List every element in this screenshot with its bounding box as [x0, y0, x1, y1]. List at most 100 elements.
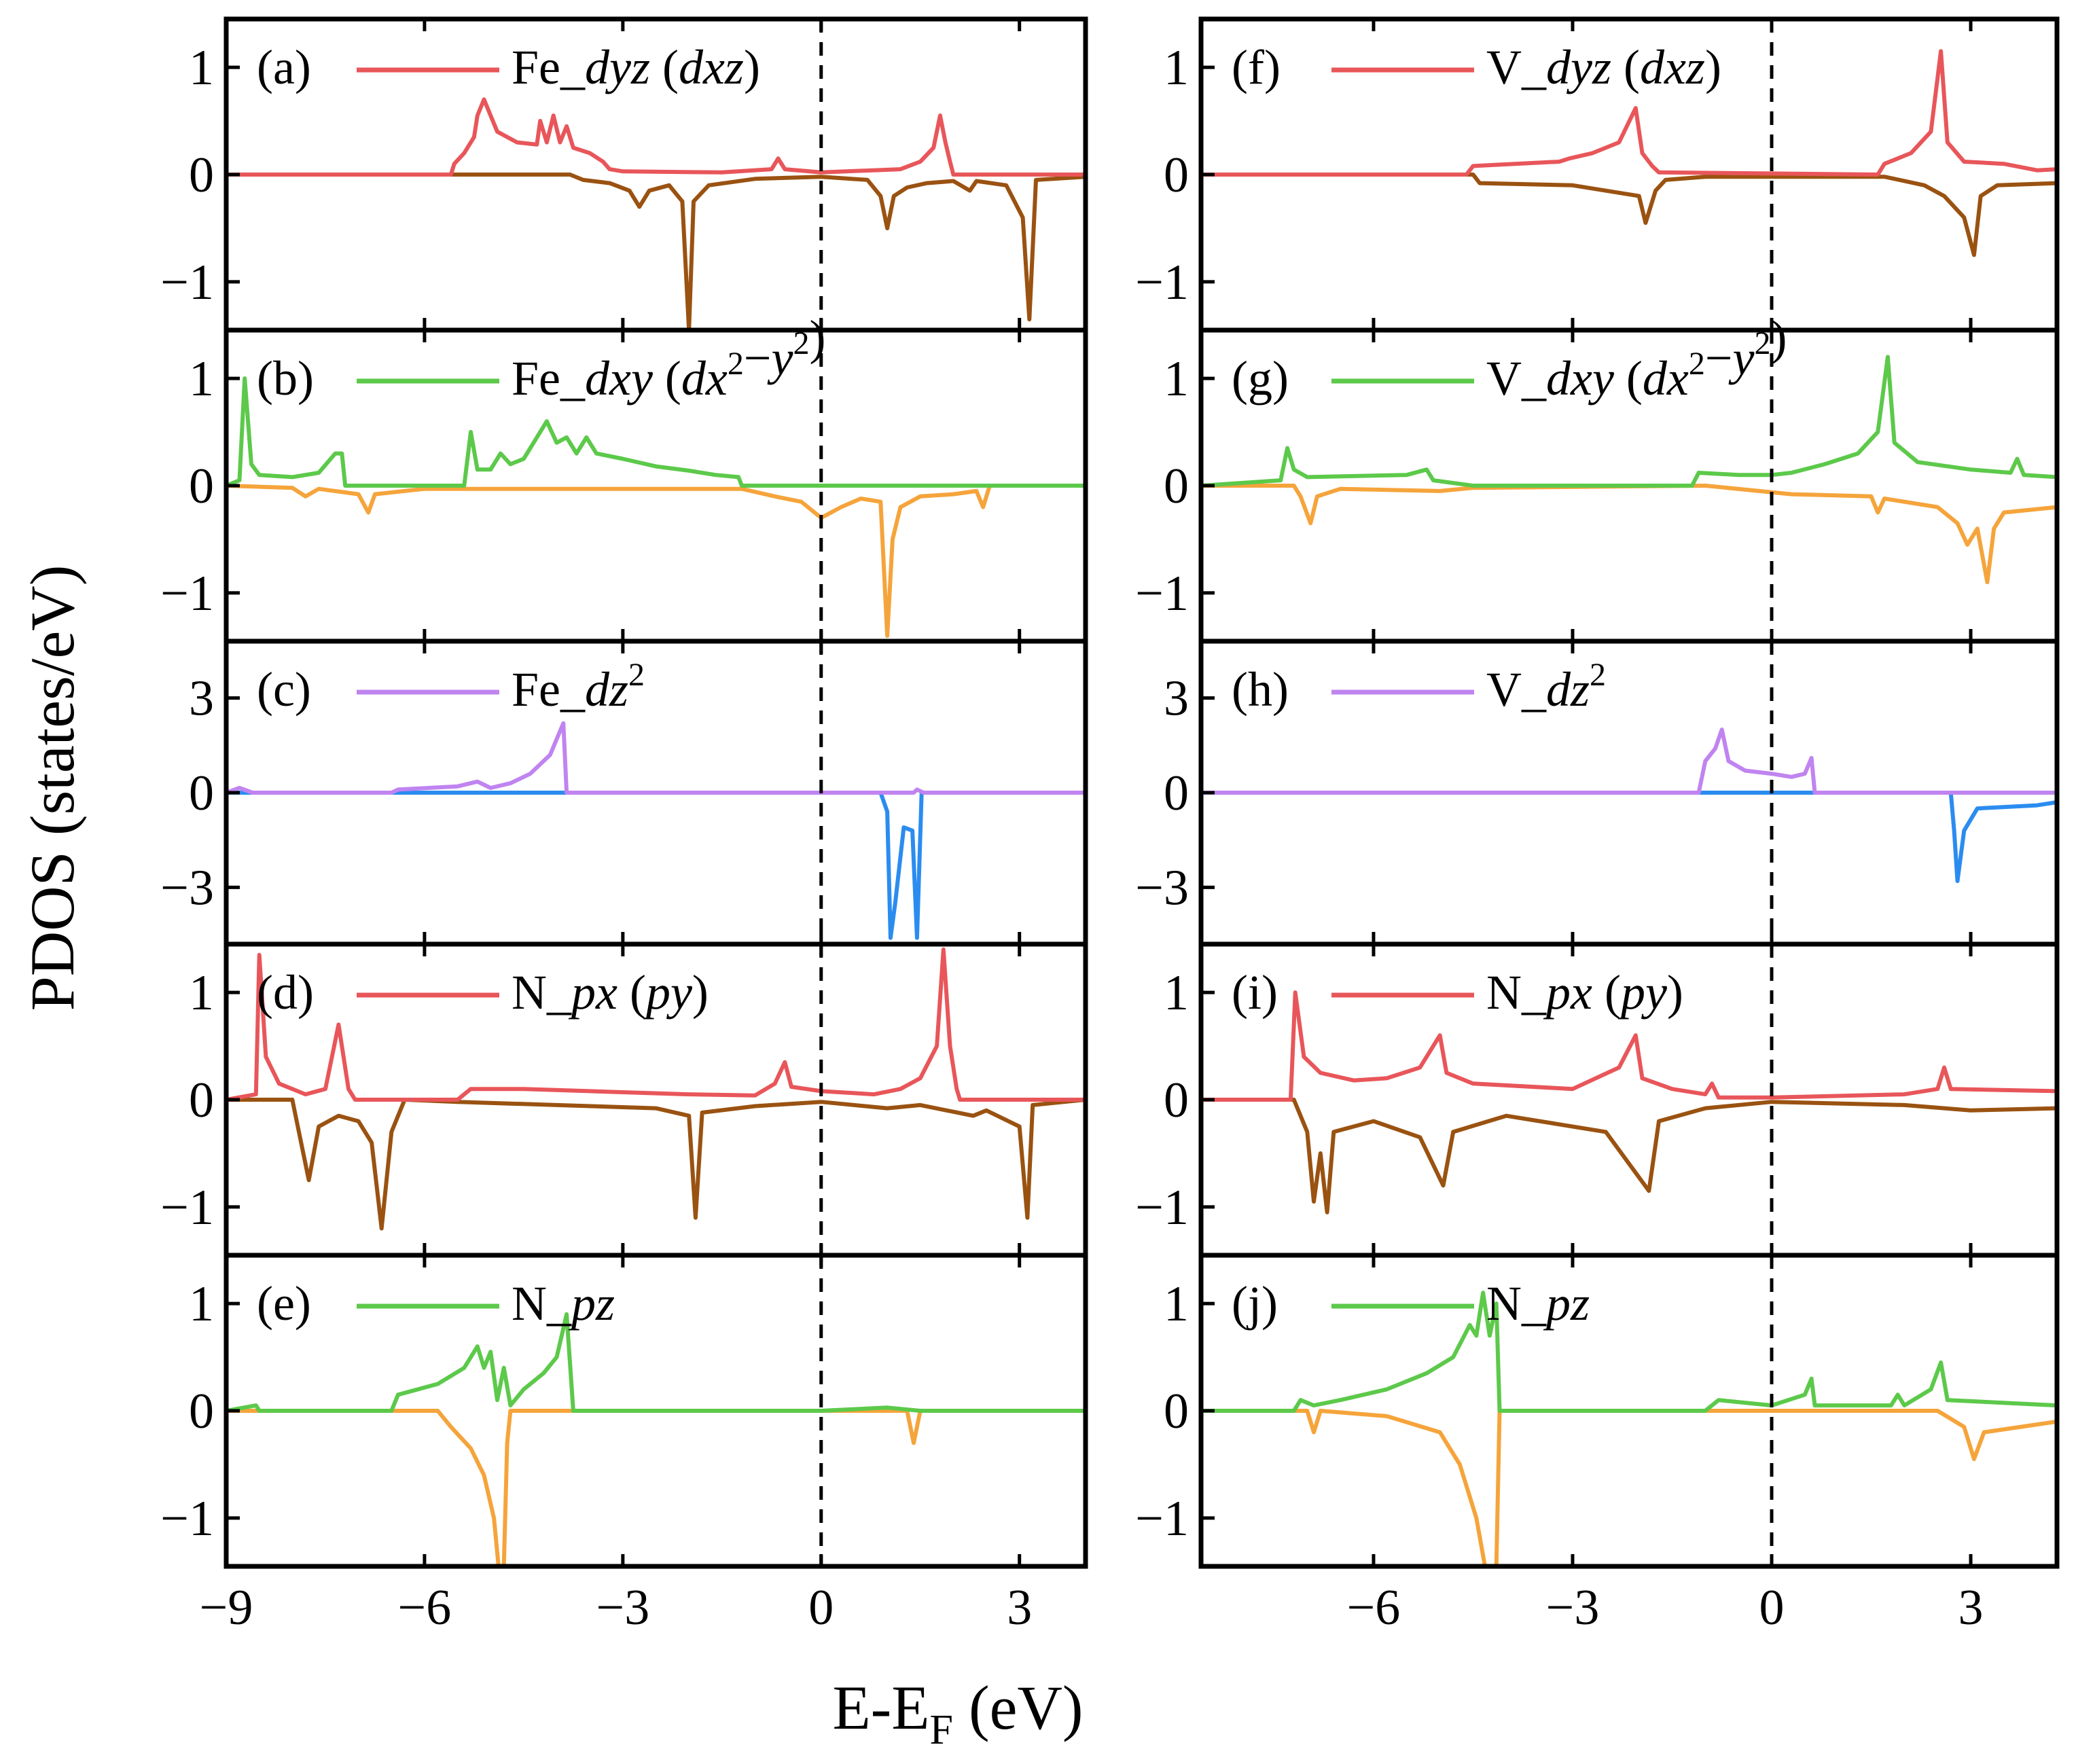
series-group-e — [226, 1312, 1086, 1566]
y-tick-label-b: −1 — [160, 566, 214, 622]
panel-e: −1 0 1 −9 −6 −3 0 3 (e) N_pz — [160, 1253, 1088, 1636]
y-tick-label-c: 3 — [189, 671, 214, 727]
legend-text-h: V_dz2 — [1486, 657, 1606, 717]
spin-up-line-b — [226, 376, 1086, 488]
legend-close: ) — [692, 965, 709, 1020]
panel-label-e: (e) — [257, 1276, 311, 1331]
spin-up-line-c — [226, 721, 1086, 795]
y-tick-label-g: 0 — [1164, 458, 1189, 514]
legend-orbital-3: y — [766, 331, 793, 385]
y-tick-label-e: −1 — [160, 1491, 214, 1547]
legend-paren: ( — [650, 40, 679, 94]
y-tick-label-d: 1 — [189, 965, 214, 1021]
legend-orbital: dyz — [585, 40, 650, 94]
legend-species: Fe_ — [512, 662, 586, 717]
spin-down-line-i — [1201, 1098, 2057, 1214]
panel-c: −3 0 3 (c) Fe_dz2 — [160, 638, 1088, 947]
legend-paren: ( — [653, 351, 681, 406]
panel-b: −101 (b) Fe_dxy (dx2−y2) — [160, 310, 1088, 644]
legend-text-i: N_px (py) — [1486, 965, 1683, 1020]
legend-orbital-2: py — [1617, 965, 1667, 1020]
legend-species: Fe_ — [512, 40, 586, 94]
y-tick-label-i: −1 — [1135, 1180, 1189, 1236]
x-tick-label: 3 — [1958, 1580, 1984, 1636]
series-group-j — [1201, 1291, 2057, 1566]
legend-superscript: 2 — [1689, 346, 1705, 382]
legend-orbital: pz — [1543, 1276, 1590, 1331]
y-tick-label-h: −3 — [1135, 860, 1189, 916]
spin-up-line-i — [1201, 990, 2057, 1102]
spin-up-line-h — [1201, 727, 2057, 795]
legend-species: V_ — [1486, 662, 1547, 717]
legend-orbital: dxy — [1546, 351, 1614, 406]
y-tick-label-a: 1 — [189, 40, 214, 96]
y-tick-label-c: −3 — [160, 860, 214, 916]
legend-superscript: 2 — [628, 657, 645, 693]
legend-superscript: 2 — [1590, 657, 1606, 693]
legend-superscript: 2 — [728, 346, 744, 382]
spin-up-line-j — [1201, 1291, 2057, 1413]
spin-down-line-h — [1201, 791, 2057, 884]
panel-i: −1 0 1 (i) N_px (py) — [1135, 941, 2060, 1258]
spin-up-line-e — [226, 1312, 1086, 1413]
spin-down-line-c — [226, 791, 1086, 940]
legend-close: ) — [1705, 40, 1721, 94]
series-group-h — [1201, 727, 2057, 884]
legend-orbital: dxy — [585, 351, 653, 406]
legend-species: V_ — [1486, 40, 1547, 94]
panel-label-a: (a) — [257, 40, 311, 94]
y-tick-label-d: 0 — [189, 1073, 214, 1128]
y-tick-label-d: −1 — [160, 1180, 214, 1236]
x-tick-label: −9 — [200, 1580, 253, 1636]
spin-down-line-b — [226, 484, 1086, 638]
panel-label-d: (d) — [257, 965, 314, 1020]
legend-species: N_ — [1486, 1276, 1547, 1331]
series-group-c — [226, 721, 1086, 940]
y-tick-label-e: 0 — [189, 1384, 214, 1439]
legend-orbital: px — [1543, 965, 1592, 1020]
spin-down-line-g — [1201, 484, 2057, 585]
x-tick-label: 0 — [808, 1580, 834, 1636]
series-group-a — [226, 97, 1086, 330]
spin-up-line-a — [226, 97, 1086, 177]
y-tick-label-f: 0 — [1164, 147, 1189, 203]
spin-down-line-j — [1201, 1409, 2057, 1566]
legend-orbital: dz — [585, 662, 628, 717]
x-tick-label: 0 — [1759, 1580, 1785, 1636]
y-tick-label-j: 0 — [1164, 1384, 1189, 1439]
legend-orbital-3: y — [1728, 331, 1754, 385]
x-tick-label: −6 — [1347, 1580, 1401, 1636]
legend-text-d: N_px (py) — [512, 965, 709, 1020]
plot-root: −101 (a) Fe_dyz (dxz)−101 (b) Fe_dxy (dx2−y2… — [160, 16, 2060, 1636]
panel-label-b: (b) — [257, 351, 314, 406]
panel-j: −1 0 1 −6 −3 0 3 (j) N_pz — [1135, 1253, 2060, 1636]
legend-close: ) — [1770, 310, 1787, 365]
x-axis-title-subscript: F — [930, 1707, 953, 1753]
legend-species: N_ — [512, 1276, 572, 1331]
panel-label-h: (h) — [1232, 662, 1289, 717]
legend-close: ) — [1667, 965, 1683, 1020]
spin-down-line-f — [1201, 173, 2057, 257]
legend-orbital: px — [568, 965, 618, 1020]
panel-label-f: (f) — [1232, 40, 1281, 94]
y-tick-label-h: 0 — [1164, 766, 1189, 821]
series-group-b — [226, 376, 1086, 638]
legend-orbital: dyz — [1546, 40, 1611, 94]
series-group-d — [226, 947, 1086, 1231]
y-tick-label-f: 1 — [1164, 40, 1189, 96]
panel-label-c: (c) — [257, 662, 311, 717]
y-tick-label-g: −1 — [1135, 566, 1189, 622]
legend-paren: ( — [1614, 351, 1643, 406]
y-tick-label-h: 3 — [1164, 671, 1189, 727]
spin-up-line-d — [226, 947, 1086, 1102]
legend-orbital: pz — [568, 1276, 615, 1331]
panel-h: −3 0 3 (h) V_dz2 — [1135, 638, 2060, 947]
x-axis-title: E-EF (eV) — [832, 1673, 1083, 1753]
legend-text-e: N_pz — [512, 1276, 615, 1331]
legend-text-c: Fe_dz2 — [512, 657, 645, 717]
legend-text-b: Fe_dxy (dx2−y2) — [512, 310, 825, 406]
y-tick-label-a: −1 — [160, 255, 214, 310]
x-tick-label: −3 — [596, 1580, 649, 1636]
legend-close: ) — [809, 310, 825, 365]
series-group-f — [1201, 49, 2057, 257]
